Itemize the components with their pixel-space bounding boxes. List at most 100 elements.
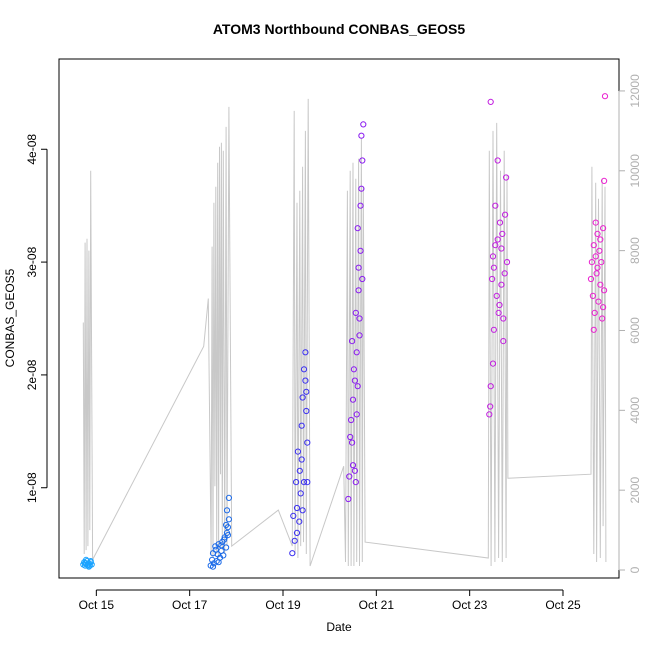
data-point — [486, 411, 493, 418]
data-point — [209, 563, 217, 570]
data-point — [351, 377, 358, 384]
series-3 — [289, 349, 311, 557]
data-point — [494, 236, 501, 243]
right-y-tick-label: 12000 — [628, 74, 642, 108]
data-point — [357, 247, 364, 254]
data-point — [345, 495, 352, 503]
y-tick-label: 4e-08 — [25, 134, 39, 165]
data-point — [225, 494, 232, 501]
data-point — [297, 490, 304, 497]
data-point — [596, 247, 603, 254]
data-point — [293, 479, 300, 486]
data-point — [347, 433, 354, 441]
data-point — [500, 315, 507, 322]
data-point — [489, 360, 497, 367]
data-point — [356, 315, 363, 322]
data-point — [592, 253, 599, 260]
data-point — [352, 309, 359, 316]
data-point — [299, 507, 306, 514]
data-point — [494, 157, 501, 164]
data-point — [498, 245, 505, 252]
data-point — [221, 536, 228, 543]
x-tick-label: Oct 25 — [545, 598, 581, 612]
y-axis-label: CONBAS_GEOS5 — [3, 268, 17, 367]
data-point — [503, 259, 511, 266]
data-point — [601, 177, 608, 184]
data-point — [487, 403, 494, 410]
data-point — [589, 292, 597, 299]
data-point — [303, 388, 310, 395]
data-point — [220, 552, 227, 559]
data-point — [492, 242, 499, 249]
x-axis: Oct 15 Oct 17 Oct 19 Oct 21 Oct 23 Oct 25 — [79, 589, 581, 612]
data-point — [501, 270, 508, 277]
series-6 — [587, 93, 609, 333]
data-point — [590, 326, 597, 333]
data-point — [489, 275, 496, 283]
data-point — [496, 301, 503, 309]
data-point — [223, 507, 231, 514]
data-point — [489, 253, 497, 260]
data-point — [597, 236, 604, 243]
data-point — [600, 304, 607, 311]
data-point — [355, 264, 362, 271]
series-1 — [80, 556, 95, 570]
data-point — [349, 338, 356, 345]
data-point — [225, 516, 232, 523]
data-point — [503, 174, 510, 181]
data-point — [595, 298, 602, 305]
chart-title: ATOM3 Northbound CONBAS_GEOS5 — [213, 21, 465, 37]
data-point — [495, 309, 502, 316]
altitude-trace-line — [82, 98, 607, 567]
data-point — [224, 532, 231, 539]
data-point — [499, 230, 506, 237]
data-point — [599, 315, 606, 322]
data-point — [601, 93, 609, 100]
altitude-trace-layer — [82, 98, 607, 567]
data-point — [346, 473, 353, 480]
data-point — [490, 264, 497, 271]
data-point — [85, 563, 93, 570]
data-point — [302, 349, 309, 356]
y-tick-label: 2e-08 — [25, 359, 39, 390]
right-y-tick-label: 4000 — [628, 397, 642, 424]
data-point — [353, 411, 360, 418]
data-point — [212, 546, 219, 553]
series-5 — [486, 98, 511, 418]
data-point — [590, 242, 597, 249]
data-point — [359, 157, 366, 164]
data-point — [294, 448, 301, 455]
data-point — [351, 467, 358, 474]
right-y-tick-label: 0 — [628, 566, 642, 573]
data-point — [87, 558, 94, 565]
data-point — [358, 185, 365, 192]
data-point — [490, 326, 497, 333]
data-point — [293, 529, 301, 537]
data-point — [349, 439, 356, 446]
data-point — [296, 518, 303, 525]
data-point — [298, 456, 305, 463]
data-point — [593, 270, 600, 277]
data-point — [588, 259, 596, 266]
data-point — [354, 383, 361, 390]
data-point — [218, 542, 225, 549]
data-point — [299, 394, 306, 401]
data-point — [354, 225, 361, 232]
data-point — [298, 422, 305, 429]
data-point — [487, 383, 494, 390]
data-point — [601, 287, 608, 294]
data-point — [355, 287, 362, 294]
data-point — [293, 504, 301, 512]
data-point — [600, 225, 607, 232]
data-point — [289, 550, 296, 557]
series-points-layer — [80, 93, 609, 570]
data-point — [349, 462, 357, 469]
data-point — [356, 332, 363, 339]
data-point — [300, 479, 308, 486]
data-point — [594, 230, 601, 237]
right-y-tick-label: 8000 — [628, 237, 642, 264]
data-point — [493, 292, 500, 299]
data-point — [290, 512, 297, 520]
data-point — [291, 537, 298, 544]
